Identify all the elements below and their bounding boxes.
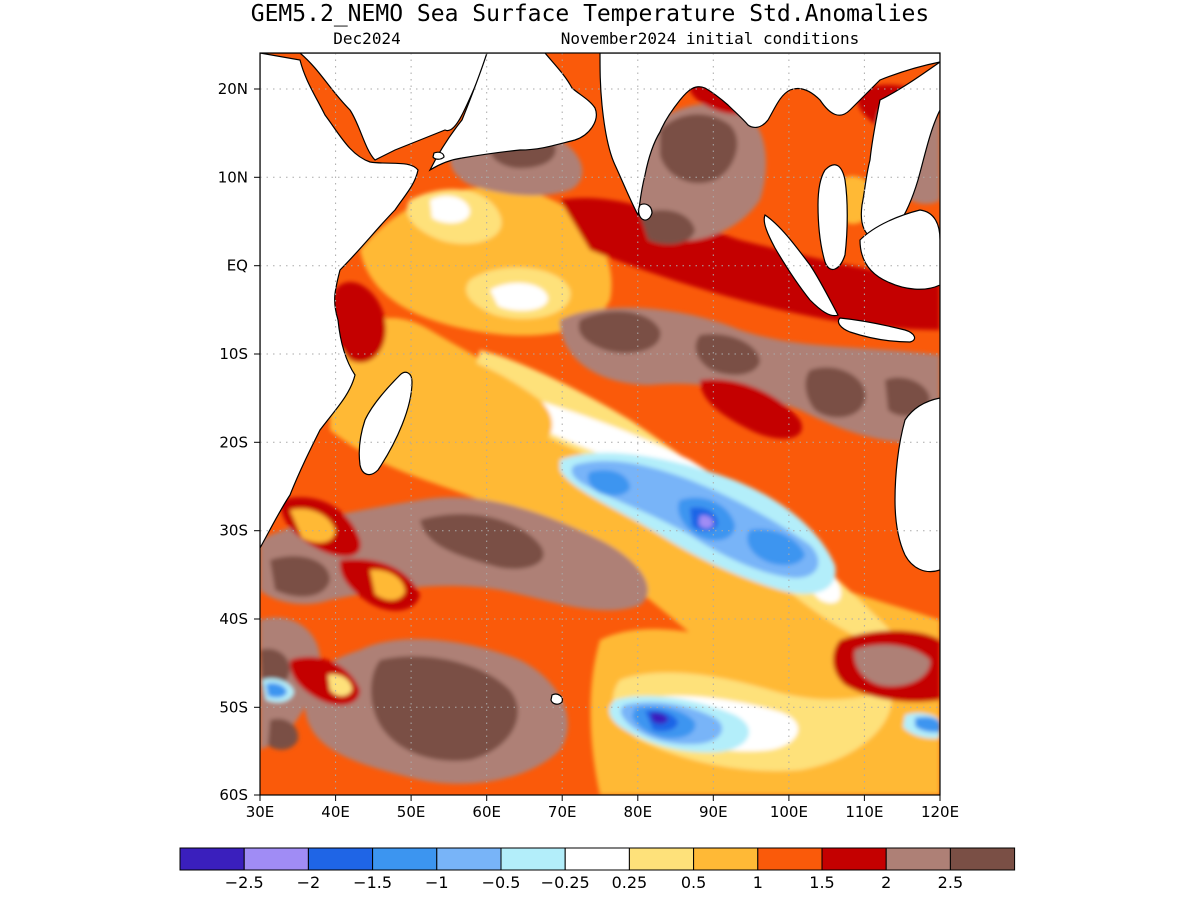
colorbar-swatch (500, 847, 566, 871)
colorbar-labels: −2.5 −2 −1.5 −1 −0.5 −0.25 0.25 0.5 1 1.5 2 2.5 (225, 873, 963, 892)
map-panel: 30E 40E 50E 60E 70E 80E 90E 100E 110E 12… (218, 52, 959, 821)
lat-tick-label: 20N (218, 80, 248, 98)
lon-tick-label: 120E (921, 803, 959, 821)
lon-tick-label: 50E (397, 803, 426, 821)
colorbar-swatch (243, 847, 309, 871)
colorbar-swatch (307, 847, 374, 871)
anomaly-region-cold-tongue-minus2p5 (699, 515, 714, 529)
colorbar-label: 1.5 (809, 873, 834, 892)
anomaly-region-southeast-cool-minus1p5 (915, 716, 940, 733)
lon-tick-label: 90E (699, 803, 728, 821)
lat-tick-label: 10N (218, 168, 248, 186)
colorbar-label: 0.25 (612, 873, 648, 892)
australia-landmass (894, 397, 940, 573)
longitude-tick-labels: 30E 40E 50E 60E 70E 80E 90E 100E 110E 12… (246, 803, 959, 821)
anomaly-region-south-1-1p5 (290, 508, 405, 601)
anomaly-region-sw-corner-0p5-1 (328, 674, 352, 696)
anomaly-region-arabian-sea-near-zero (430, 195, 548, 311)
lat-tick-label: 10S (219, 345, 248, 363)
lat-tick-label: 50S (219, 698, 248, 716)
lon-tick-label: 60E (472, 803, 501, 821)
colorbar-swatch (372, 847, 438, 871)
southeast-asia-landmass (817, 61, 940, 271)
anomaly-region-west-basin-1-1p5 (410, 353, 553, 452)
map-gridlines (260, 53, 940, 795)
lon-tick-label: 70E (548, 803, 577, 821)
colorbar-label: 0.5 (681, 873, 706, 892)
sri-lanka-landmass (638, 203, 653, 221)
colorbar: −2.5 −2 −1.5 −1 −0.5 −0.25 0.25 0.5 1 1.5 2 2.5 (179, 847, 1016, 892)
madagascar-landmass (358, 371, 413, 476)
lat-tick-label: 20S (219, 433, 248, 451)
borneo-landmass (859, 209, 940, 290)
colorbar-label: 1 (753, 873, 763, 892)
colorbar-swatch (821, 847, 887, 871)
lon-tick-label: 110E (845, 803, 883, 821)
lat-tick-label: 30S (219, 522, 248, 540)
colorbar-label: 2.5 (938, 873, 963, 892)
sumatra-landmass (763, 214, 839, 317)
colorbar-swatch (436, 847, 502, 871)
java-landmass (837, 317, 916, 343)
anomaly-region-se-corner-2-2p5 (854, 644, 931, 687)
landmasses (260, 53, 940, 705)
socotra-landmass (432, 151, 445, 160)
colorbar-swatch (693, 847, 759, 871)
colorbar-swatch (949, 847, 1016, 871)
colorbar-label: −1.5 (353, 873, 392, 892)
lon-tick-label: 40E (321, 803, 350, 821)
anomaly-region-bay-of-bengal-gt-2p5 (640, 114, 738, 245)
anomaly-region-east-tropics-gt-2p5 (578, 311, 930, 418)
colorbar-swatches (179, 847, 1016, 871)
colorbar-swatch (628, 847, 695, 871)
anomaly-region-sw-corner-gt-2p5 (260, 648, 299, 750)
lon-tick-label: 80E (624, 803, 653, 821)
latitude-tick-labels: 20N 10N EQ 10S 20S 30S 40S 50S 60S (218, 80, 248, 804)
anomaly-region-somali-1p5-2 (332, 281, 386, 363)
forecast-month: Dec2024 (333, 29, 400, 48)
anomaly-region-near-zero (500, 395, 841, 604)
axis-tick-marks (254, 88, 941, 801)
initial-conditions: November2024 initial conditions (561, 29, 860, 48)
colorbar-label: −0.5 (482, 873, 521, 892)
anomaly-region-sw-cool-minus1p5 (266, 683, 287, 698)
lat-tick-label: 60S (219, 786, 248, 804)
lat-tick-label: EQ (227, 257, 248, 275)
lon-tick-label: 30E (246, 803, 275, 821)
indian-subcontinent-landmass (599, 53, 940, 217)
africa-landmass (260, 53, 488, 550)
anomaly-region-kerguelen-minus2p5 (650, 712, 668, 724)
colorbar-label: 2 (881, 873, 891, 892)
map-frame (259, 52, 941, 796)
anomaly-region-south-gt-2p5 (270, 514, 544, 597)
colorbar-label: −0.25 (541, 873, 590, 892)
colorbar-swatch (179, 847, 245, 871)
colorbar-swatch (885, 847, 951, 871)
anomaly-region-timor-1p5-2 (700, 379, 802, 439)
anomaly-field (260, 76, 940, 795)
lat-tick-label: 40S (219, 610, 248, 628)
colorbar-swatch (757, 847, 823, 871)
colorbar-swatch (564, 847, 630, 871)
kerguelen-landmass (550, 693, 563, 705)
anomaly-region-southern-ocean-gt-2p5 (371, 656, 518, 761)
colorbar-label: −2 (297, 873, 321, 892)
lon-tick-label: 100E (770, 803, 808, 821)
colorbar-label: −1 (425, 873, 449, 892)
arabian-peninsula-landmass (428, 53, 597, 172)
figure-title: GEM5.2_NEMO Sea Surface Temperature Std.… (251, 1, 930, 27)
colorbar-label: −2.5 (225, 873, 264, 892)
